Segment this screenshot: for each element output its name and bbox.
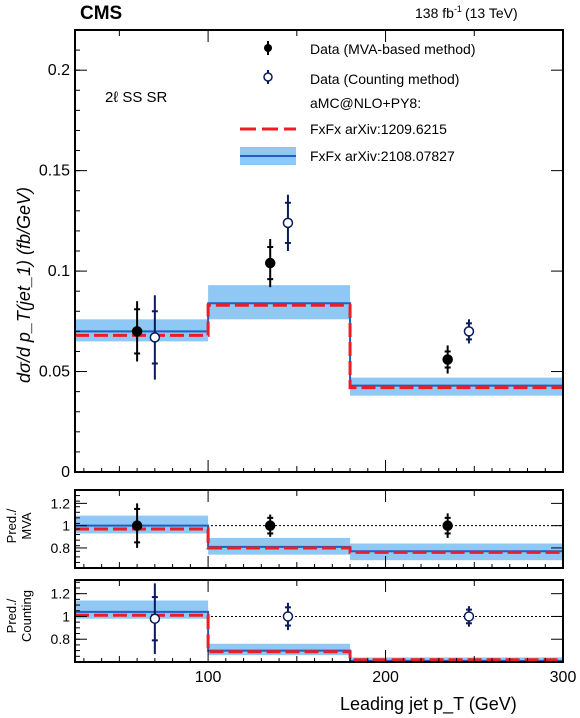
main-data-counting-point-2 [463,319,475,344]
data-marker [131,326,143,337]
ratio-mva-data-mva-point-0 [131,503,143,548]
main-data-mva-point-0 [131,301,143,362]
ratio-mva-y-tick-label: 1.2 [51,495,71,511]
lumi-energy: (13 TeV) [465,5,518,21]
lumi-value: 138 fb [415,5,454,21]
ratio-counting-band-bin-1 [208,643,351,656]
x-axis-label: Leading jet p_T (GeV) [340,694,517,715]
ratio-mva-y-tick-label: 1 [62,518,70,534]
main-y-tick-label: 0.05 [39,364,70,381]
ratio-counting-data-counting-point-2 [463,606,475,627]
cms-label: CMS [80,3,122,24]
data-marker [442,354,453,365]
data-marker [264,257,276,269]
legend-marker-data-mva [264,41,272,55]
ratio-mva-data-mva-point-2 [442,513,453,538]
main-data-counting-point-0 [149,295,161,380]
data-marker [463,611,475,622]
main-y-tick-label: 0 [61,464,70,481]
legend-label-data-counting: Data (Counting method) [310,71,459,87]
legend-generator-heading: aMC@NLO+PY8: [310,95,421,111]
x-tick-label: 100 [195,669,222,686]
main-plot-area [75,194,563,396]
data-marker [149,613,161,624]
ratio-counting-y-tick-label: 1.2 [51,586,71,602]
ratio-mva-data-mva-point-1 [264,514,276,537]
main-y-tick-label: 0.15 [39,163,70,180]
lumi-label: 138 fb-1 (13 TeV) [415,4,518,21]
ratio-mva-plot-area [75,503,563,561]
main-data-mva-point-1 [264,238,276,288]
ratio-mva-panel: 0.8 1 1.2 [51,489,564,569]
ratio-counting-data-counting-point-0 [149,583,161,655]
data-marker [131,520,143,531]
ratio2-y-label-line2: Counting [19,590,34,642]
data-marker [282,217,294,229]
ratio-mva-y-tick-label: 0.8 [51,540,71,556]
data-marker [264,520,276,531]
data-marker [282,611,294,622]
ratio-mva-fxfx-old-line [75,527,563,554]
x-tick-label: 300 [550,669,577,686]
data-marker [463,326,475,337]
ratio-counting-frame [74,579,564,663]
ratio1-y-label-line2: MVA [19,512,34,540]
main-data-counting-point-1 [282,194,294,251]
main-band-bin-1 [208,285,351,320]
legend-label-fxfx-new: FxFx arXiv:2108.07827 [310,148,455,164]
ratio-counting-y-tick-label: 0.8 [51,631,71,647]
main-fxfx-old-line [75,303,563,390]
ratio-counting-plot-area [75,583,563,662]
legend-label-fxfx-old: FxFx arXiv:1209.6215 [310,121,447,137]
data-marker [442,520,453,531]
lumi-exponent: -1 [454,4,462,14]
main-data-mva-point-2 [442,345,453,374]
main-panel: 0 0.05 0.1 0.15 0.2 [39,29,564,481]
top-y-axis-label: dσ/d p_T(jet_1) (fb/GeV) [14,187,34,383]
main-fxfx-new-line [75,302,563,387]
ratio-counting-data-counting-point-1 [282,602,294,631]
ratio-counting-y-tick-label: 1 [62,608,70,624]
legend: Data (MVA-based method) Data (Counting m… [240,41,475,165]
legend-label-data-mva: Data (MVA-based method) [310,41,475,57]
x-tick-label: 200 [372,669,399,686]
ratio1-y-label-line1: Pred./ [4,508,19,543]
legend-marker-data-counting [263,70,273,84]
main-y-tick-label: 0.1 [48,263,70,280]
main-y-tick-label: 0.2 [48,62,70,79]
ratio2-y-label-line1: Pred./ [4,598,19,633]
ratio-counting-panel: 100 200 300 0.8 1 1.2 [51,579,577,686]
data-marker [149,332,161,343]
region-label: 2ℓ SS SR [105,89,168,106]
